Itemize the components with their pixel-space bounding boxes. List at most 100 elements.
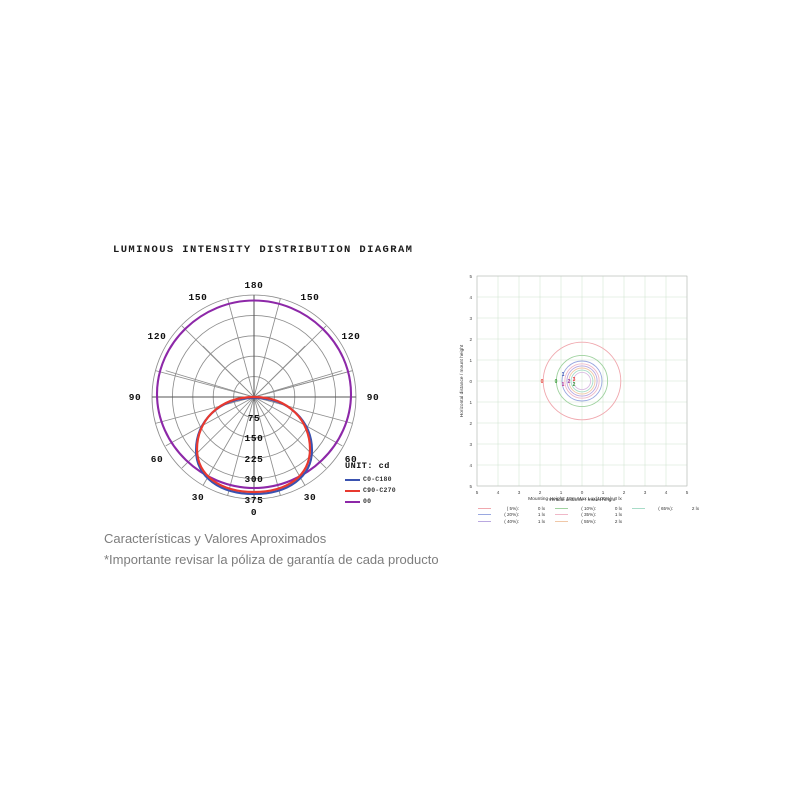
legend-swatch-c90-c270 bbox=[345, 489, 360, 492]
isolux-val-55: 2 lx bbox=[614, 518, 622, 524]
notes-block: Características y Valores Aproximados *I… bbox=[104, 528, 584, 570]
svg-text:225: 225 bbox=[245, 454, 264, 465]
svg-text:0: 0 bbox=[581, 490, 584, 495]
polar-legend-item-00: 00 bbox=[345, 496, 415, 507]
contour-65pct bbox=[570, 369, 594, 393]
polar-legend-item-c90-c270: C90-C270 bbox=[345, 485, 415, 496]
svg-text:0: 0 bbox=[469, 379, 472, 384]
isolux-swatch-20pct bbox=[478, 514, 491, 516]
svg-text:5: 5 bbox=[686, 490, 689, 495]
isolux-swatch-65pct bbox=[632, 507, 645, 509]
certification-label: CERTIFICACIÓN bbox=[100, 224, 420, 227]
svg-text:4: 4 bbox=[665, 490, 668, 495]
isolux-swatch-55pct bbox=[555, 520, 568, 522]
isolux-pct-5: ( 5%): bbox=[506, 505, 519, 511]
svg-text:1: 1 bbox=[562, 382, 565, 388]
svg-text:4: 4 bbox=[497, 490, 500, 495]
polar-chart-svg: 180 150 150 120 120 90 90 60 60 30 30 0 … bbox=[129, 280, 380, 517]
isolux-legend-row-1: ( 5%): 0 lx ( 10%): 0 lx ( 65%): 2 lx bbox=[478, 505, 699, 512]
isolux-legend-item-10pct: ( 10%): 0 lx bbox=[555, 506, 622, 511]
isolux-pct-10: ( 10%): bbox=[581, 505, 596, 511]
isolux-pct-20: ( 20%): bbox=[504, 512, 519, 518]
svg-text:2: 2 bbox=[573, 382, 576, 388]
svg-text:150: 150 bbox=[301, 292, 320, 303]
isolux-val-35: 1 lx bbox=[614, 512, 622, 518]
svg-text:5: 5 bbox=[469, 484, 472, 489]
svg-text:4: 4 bbox=[469, 463, 472, 468]
diagram-title: LUMINOUS INTENSITY DISTRIBUTION DIAGRAM bbox=[113, 244, 414, 256]
polar-angle-labels: 180 150 150 120 120 90 90 60 60 30 30 0 bbox=[129, 280, 380, 517]
legend-label-00: 00 bbox=[363, 498, 372, 505]
svg-text:375: 375 bbox=[245, 495, 264, 506]
isolux-swatch-5pct bbox=[478, 507, 491, 509]
svg-text:30: 30 bbox=[192, 492, 205, 503]
svg-text:2: 2 bbox=[568, 379, 571, 385]
note-line-1: Características y Valores Aproximados bbox=[104, 531, 327, 546]
isolux-contours bbox=[542, 341, 622, 421]
svg-text:0: 0 bbox=[555, 379, 558, 385]
contour-40pct bbox=[566, 365, 598, 397]
isolux-val-40: 1 lx bbox=[537, 518, 545, 524]
legend-label-c90-c270: C90-C270 bbox=[363, 487, 396, 494]
polar-legend-item-c0-c180: C0-C180 bbox=[345, 474, 415, 485]
isolux-legend-item-5pct: ( 5%): 0 lx bbox=[478, 506, 545, 511]
contour-5pct bbox=[542, 341, 622, 421]
isolux-pct-55: ( 55%): bbox=[581, 518, 596, 524]
svg-text:1: 1 bbox=[560, 490, 563, 495]
svg-text:30: 30 bbox=[304, 492, 317, 503]
isolux-chart-svg: 0 0 1 1 2 3 2 5 4 3 2 1 0 1 2 3 4 5 bbox=[459, 274, 689, 503]
legend-swatch-00 bbox=[345, 500, 360, 503]
svg-text:300: 300 bbox=[245, 474, 264, 485]
legend-swatch-c0-c180 bbox=[345, 478, 360, 481]
isolux-legend-row-2: ( 20%): 1 lx ( 35%): 1 lx bbox=[478, 512, 694, 519]
isolux-pct-35: ( 35%): bbox=[581, 512, 596, 518]
svg-text:90: 90 bbox=[367, 392, 380, 403]
polar-legend: UNIT: cd C0-C180 C90-C270 00 bbox=[345, 461, 415, 507]
svg-text:90: 90 bbox=[129, 392, 142, 403]
note-line-2: *Importante revisar la póliza de garantí… bbox=[104, 552, 439, 567]
svg-text:60: 60 bbox=[151, 454, 164, 465]
isolux-legend: ( 5%): 0 lx ( 10%): 0 lx ( 65%): 2 lx ( … bbox=[478, 505, 699, 525]
isolux-legend-row-3: ( 40%): 1 lx ( 55%): 2 lx bbox=[478, 518, 694, 525]
polar-series-c90-c270 bbox=[195, 395, 312, 494]
polar-intensity-chart: 180 150 150 120 120 90 90 60 60 30 30 0 … bbox=[108, 272, 408, 517]
svg-text:5: 5 bbox=[476, 490, 479, 495]
svg-text:150: 150 bbox=[245, 433, 264, 444]
svg-text:2: 2 bbox=[539, 490, 542, 495]
contour-10pct bbox=[555, 354, 609, 408]
svg-text:75: 75 bbox=[248, 413, 261, 424]
polar-series-00 bbox=[155, 299, 353, 490]
isolux-legend-item-55pct: ( 55%): 2 lx bbox=[555, 519, 622, 524]
svg-text:2: 2 bbox=[623, 490, 626, 495]
svg-text:5: 5 bbox=[469, 274, 472, 279]
svg-text:2: 2 bbox=[469, 421, 472, 426]
contour-35pct bbox=[564, 363, 600, 399]
isolux-legend-item-20pct: ( 20%): 1 lx bbox=[478, 512, 545, 517]
svg-text:150: 150 bbox=[189, 292, 208, 303]
isolux-pct-40: ( 40%): bbox=[504, 518, 519, 524]
isolux-chart: 0 0 1 1 2 3 2 5 4 3 2 1 0 1 2 3 4 5 bbox=[455, 270, 695, 525]
svg-text:2: 2 bbox=[469, 337, 472, 342]
isolux-val-65: 2 lx bbox=[691, 505, 699, 511]
polar-radial-labels: 75 150 225 300 375 bbox=[245, 413, 264, 506]
svg-text:4: 4 bbox=[469, 295, 472, 300]
svg-text:120: 120 bbox=[148, 331, 167, 342]
isolux-legend-item-40pct: ( 40%): 1 lx bbox=[478, 519, 545, 524]
legend-label-c0-c180: C0-C180 bbox=[363, 476, 392, 483]
isolux-val-5: 0 lx bbox=[537, 505, 545, 511]
isolux-val-20: 1 lx bbox=[537, 512, 545, 518]
isolux-swatch-10pct bbox=[555, 507, 568, 509]
svg-text:0: 0 bbox=[541, 379, 544, 385]
isolux-x-ticks: 5 4 3 2 1 0 1 2 3 4 5 bbox=[476, 490, 689, 495]
isolux-x-axis-label: Vertical distance / mount height bbox=[549, 497, 616, 503]
svg-text:1: 1 bbox=[469, 358, 472, 363]
svg-text:1: 1 bbox=[562, 372, 565, 378]
isolux-y-ticks: 5 4 3 2 1 0 1 2 3 4 5 bbox=[469, 274, 472, 489]
svg-text:3: 3 bbox=[573, 377, 576, 383]
svg-text:3: 3 bbox=[469, 316, 472, 321]
polar-legend-unit: UNIT: cd bbox=[345, 461, 390, 471]
isolux-meta-line: Mounting Height: 10m Max Lux(100%): 3 lx bbox=[528, 497, 622, 502]
clipped-header-row: CERTIFICACIÓN NOM bbox=[100, 224, 420, 236]
isolux-y-axis-label: Horizontal distance / mount height bbox=[459, 344, 465, 417]
